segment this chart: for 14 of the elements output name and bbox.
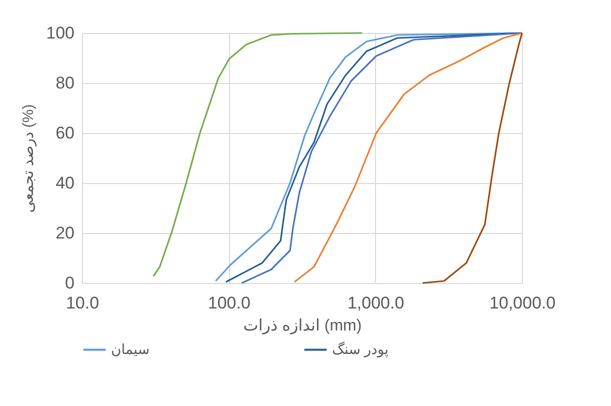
x-axis-title: اندازه ذرات (mm)	[243, 318, 362, 334]
y-tick-label: 80	[56, 74, 74, 92]
y-tick-label: 60	[56, 124, 74, 142]
x-tick-label: 10.0	[66, 294, 100, 312]
y-tick-label: 0	[65, 274, 74, 292]
y-tick-label: 40	[56, 174, 74, 192]
x-tick-label: 100.0	[208, 294, 250, 312]
y-tick-label: 20	[56, 224, 74, 242]
x-tick-label: 1,000.0	[347, 294, 404, 312]
legend-label: پودر سنگ	[332, 340, 389, 358]
x-tick-label: 10,000.0	[489, 294, 556, 312]
legend-label: سیمان	[111, 340, 150, 357]
y-tick-label: 100	[46, 24, 74, 42]
y-axis-title: درصد تجمعی (%)	[20, 104, 38, 213]
